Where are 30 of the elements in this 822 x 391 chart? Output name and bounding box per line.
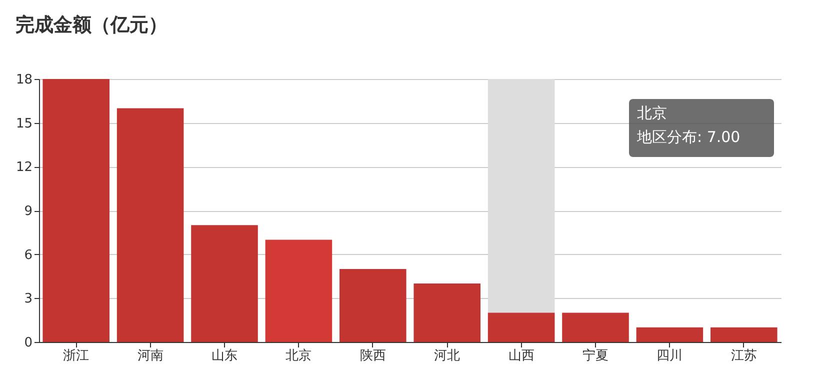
- chart-title: 完成金额（亿元）: [15, 14, 168, 36]
- x-tick-label: 北京: [286, 348, 312, 364]
- bar: [191, 225, 258, 342]
- x-tick-label: 山东: [212, 348, 238, 364]
- x-tick-label: 浙江: [63, 348, 90, 364]
- annotation: 北京: [637, 104, 667, 122]
- y-tick-label: 9: [24, 204, 32, 219]
- x-tick-label: 河北: [434, 348, 460, 364]
- y-tick-label: 6: [24, 248, 32, 263]
- x-tick-label: 陕西: [360, 348, 386, 364]
- y-tick-label: 12: [16, 160, 32, 176]
- bar: [42, 79, 110, 342]
- bar: [488, 312, 555, 342]
- y-tick-label: 15: [16, 116, 32, 132]
- y-tick-label: 18: [16, 72, 32, 88]
- bar: [265, 240, 332, 342]
- bar: [562, 312, 629, 342]
- x-tick-label: 山西: [508, 348, 534, 364]
- bar: [636, 327, 704, 342]
- bar: [710, 327, 778, 342]
- bar: [116, 108, 184, 342]
- x-tick-label: 宁夏: [582, 348, 608, 364]
- x-tick-label: 江苏: [730, 348, 757, 364]
- annotation: 地区分布: 7.00: [636, 128, 740, 146]
- x-tick-label: 河南: [137, 348, 164, 364]
- bar: [414, 284, 480, 342]
- y-tick-label: 0: [24, 336, 32, 350]
- x-tick-label: 四川: [656, 348, 683, 364]
- bar: [340, 268, 406, 342]
- y-tick-label: 3: [24, 292, 32, 307]
